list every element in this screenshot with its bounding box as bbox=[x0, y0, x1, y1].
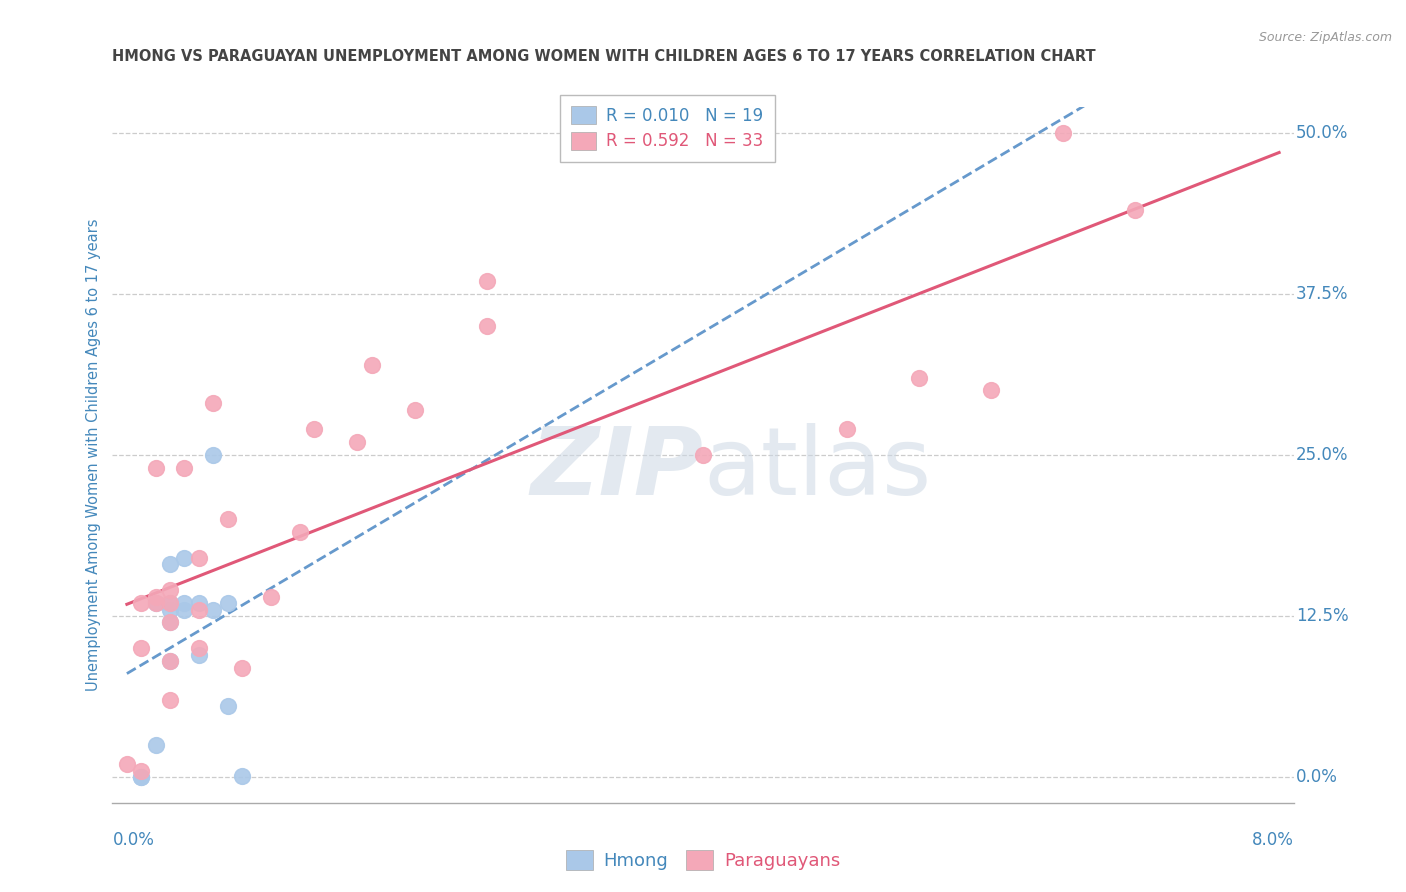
Point bbox=[475, 319, 498, 334]
Text: Source: ZipAtlas.com: Source: ZipAtlas.com bbox=[1258, 31, 1392, 45]
Point bbox=[346, 435, 368, 450]
Text: ZIP: ZIP bbox=[530, 423, 703, 515]
Text: 8.0%: 8.0% bbox=[1251, 830, 1294, 848]
Point bbox=[908, 370, 931, 384]
Point bbox=[159, 602, 181, 616]
Point bbox=[173, 551, 195, 566]
Point bbox=[692, 448, 714, 462]
Point bbox=[980, 384, 1002, 398]
Text: 0.0%: 0.0% bbox=[1296, 768, 1337, 786]
Point bbox=[202, 602, 225, 616]
Point bbox=[173, 596, 195, 610]
Y-axis label: Unemployment Among Women with Children Ages 6 to 17 years: Unemployment Among Women with Children A… bbox=[86, 219, 101, 691]
Text: 12.5%: 12.5% bbox=[1296, 607, 1348, 625]
Point bbox=[173, 602, 195, 616]
Point bbox=[159, 583, 181, 598]
Point bbox=[129, 770, 152, 784]
Point bbox=[159, 615, 181, 630]
Point bbox=[129, 764, 152, 778]
Point bbox=[1052, 126, 1074, 140]
Text: 25.0%: 25.0% bbox=[1296, 446, 1348, 464]
Point bbox=[231, 660, 253, 674]
Point bbox=[202, 448, 225, 462]
Point bbox=[217, 699, 239, 714]
Point bbox=[360, 358, 382, 372]
Point bbox=[187, 602, 209, 616]
Point bbox=[187, 551, 209, 566]
Point bbox=[145, 460, 167, 475]
Point bbox=[145, 738, 167, 752]
Point bbox=[288, 525, 311, 540]
Point bbox=[159, 654, 181, 668]
Point bbox=[159, 654, 181, 668]
Point bbox=[159, 692, 181, 706]
Point bbox=[145, 596, 167, 610]
Point bbox=[835, 422, 858, 436]
Point bbox=[187, 641, 209, 656]
Point bbox=[159, 596, 181, 610]
Point bbox=[145, 590, 167, 604]
Point bbox=[115, 757, 138, 772]
Point bbox=[129, 770, 152, 784]
Point bbox=[173, 460, 195, 475]
Point bbox=[231, 769, 253, 783]
Point bbox=[129, 596, 152, 610]
Point bbox=[187, 648, 209, 662]
Legend: Hmong, Paraguayans: Hmong, Paraguayans bbox=[558, 843, 848, 877]
Text: 0.0%: 0.0% bbox=[112, 830, 155, 848]
Point bbox=[159, 596, 181, 610]
Point bbox=[217, 512, 239, 526]
Point bbox=[475, 274, 498, 288]
Point bbox=[145, 596, 167, 610]
Text: HMONG VS PARAGUAYAN UNEMPLOYMENT AMONG WOMEN WITH CHILDREN AGES 6 TO 17 YEARS CO: HMONG VS PARAGUAYAN UNEMPLOYMENT AMONG W… bbox=[112, 49, 1097, 64]
Point bbox=[217, 596, 239, 610]
Text: 37.5%: 37.5% bbox=[1296, 285, 1348, 303]
Point bbox=[187, 596, 209, 610]
Point bbox=[159, 558, 181, 572]
Point bbox=[129, 641, 152, 656]
Text: 50.0%: 50.0% bbox=[1296, 124, 1348, 142]
Point bbox=[404, 402, 426, 417]
Point bbox=[1123, 203, 1146, 218]
Point bbox=[202, 396, 225, 410]
Point bbox=[159, 615, 181, 630]
Point bbox=[260, 590, 283, 604]
Point bbox=[302, 422, 325, 436]
Text: atlas: atlas bbox=[703, 423, 931, 515]
